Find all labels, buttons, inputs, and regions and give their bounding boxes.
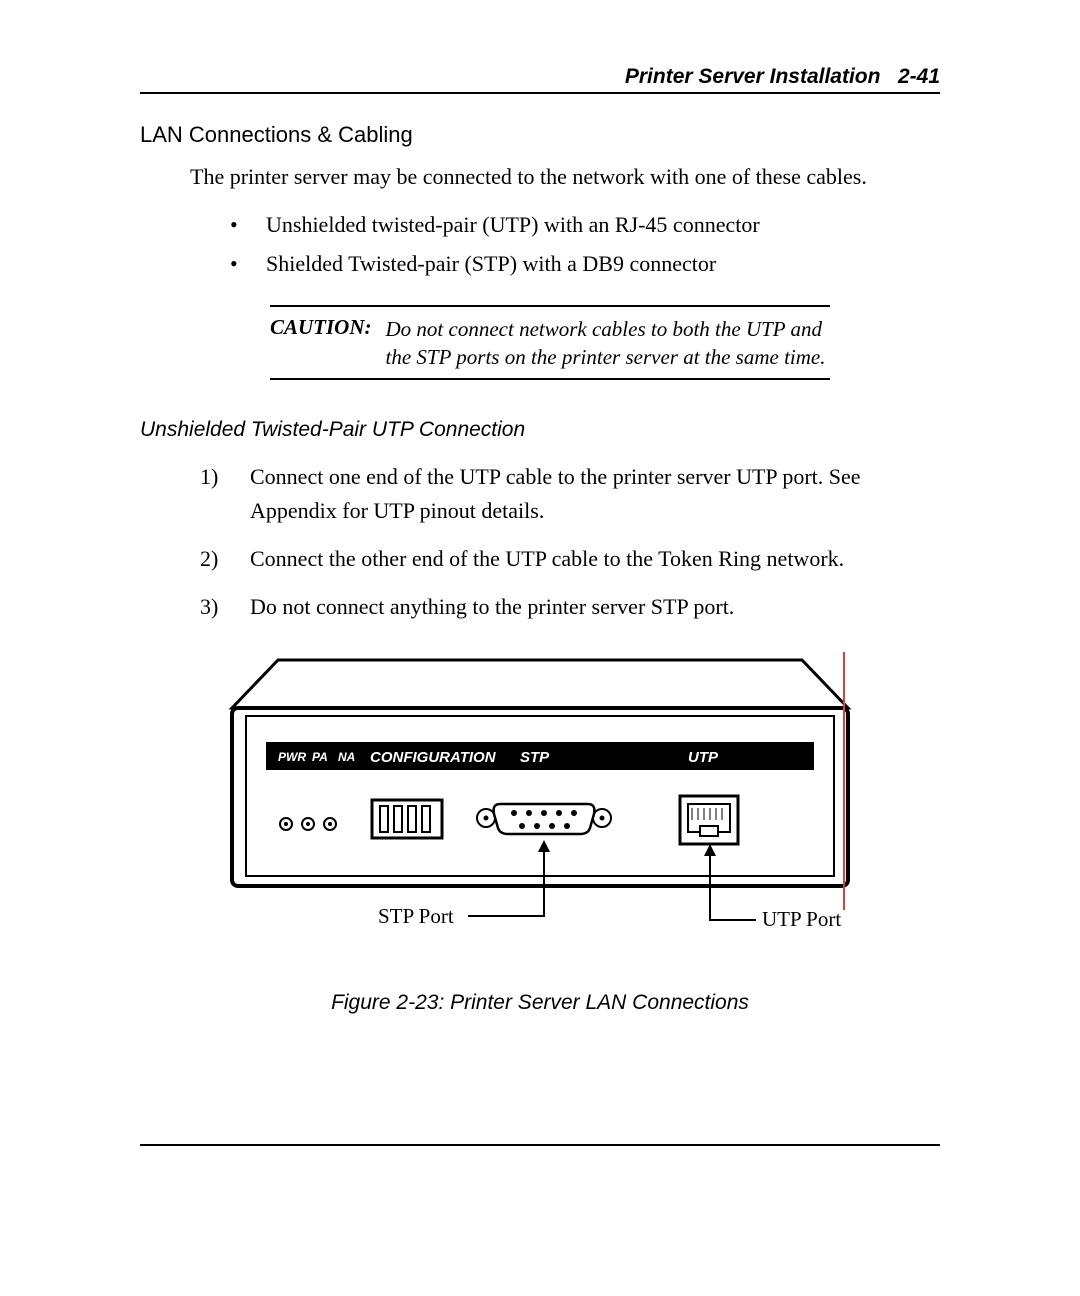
footer-rule <box>140 1144 940 1146</box>
callout-label-stp: STP Port <box>378 904 454 928</box>
step-item: Connect one end of the UTP cable to the … <box>200 460 940 528</box>
device-diagram: PWR PA NA CONFIGURATION STP UTP <box>200 648 880 948</box>
panel-label-stp: STP <box>520 749 550 766</box>
step-list: Connect one end of the UTP cable to the … <box>200 460 940 624</box>
dip-switch-block <box>372 800 442 838</box>
figure-caption: Figure 2-23: Printer Server LAN Connecti… <box>140 991 940 1015</box>
page: Printer Server Installation 2-41 LAN Con… <box>0 0 1080 1296</box>
device-front-body <box>232 708 848 886</box>
panel-label-pwr: PWR <box>278 750 306 764</box>
step-item: Connect the other end of the UTP cable t… <box>200 542 940 576</box>
intro-paragraph: The printer server may be connected to t… <box>190 162 940 192</box>
figure: PWR PA NA CONFIGURATION STP UTP <box>140 648 940 1015</box>
bullet-list: Unshielded twisted-pair (UTP) with an RJ… <box>230 210 940 279</box>
panel-label-na: NA <box>338 750 355 764</box>
caution-block: CAUTION: Do not connect network cables t… <box>270 305 830 380</box>
panel-label-pa: PA <box>312 750 328 764</box>
caution-text: Do not connect network cables to both th… <box>386 315 830 372</box>
utp-port <box>680 796 738 844</box>
step-item: Do not connect anything to the printer s… <box>200 590 940 624</box>
bullet-item: Shielded Twisted-pair (STP) with a DB9 c… <box>230 249 940 279</box>
panel-label-utp: UTP <box>688 749 719 766</box>
subsection-title: Unshielded Twisted-Pair UTP Connection <box>140 418 940 442</box>
section-title: LAN Connections & Cabling <box>140 122 940 148</box>
callout-label-utp: UTP Port <box>762 907 841 931</box>
page-header: Printer Server Installation 2-41 <box>140 65 940 94</box>
header-page-number: 2-41 <box>898 65 940 88</box>
caution-label: CAUTION: <box>270 315 386 372</box>
bullet-item: Unshielded twisted-pair (UTP) with an RJ… <box>230 210 940 240</box>
header-title: Printer Server Installation <box>625 65 881 88</box>
device-top-plate <box>232 660 848 708</box>
panel-label-configuration: CONFIGURATION <box>370 749 497 766</box>
